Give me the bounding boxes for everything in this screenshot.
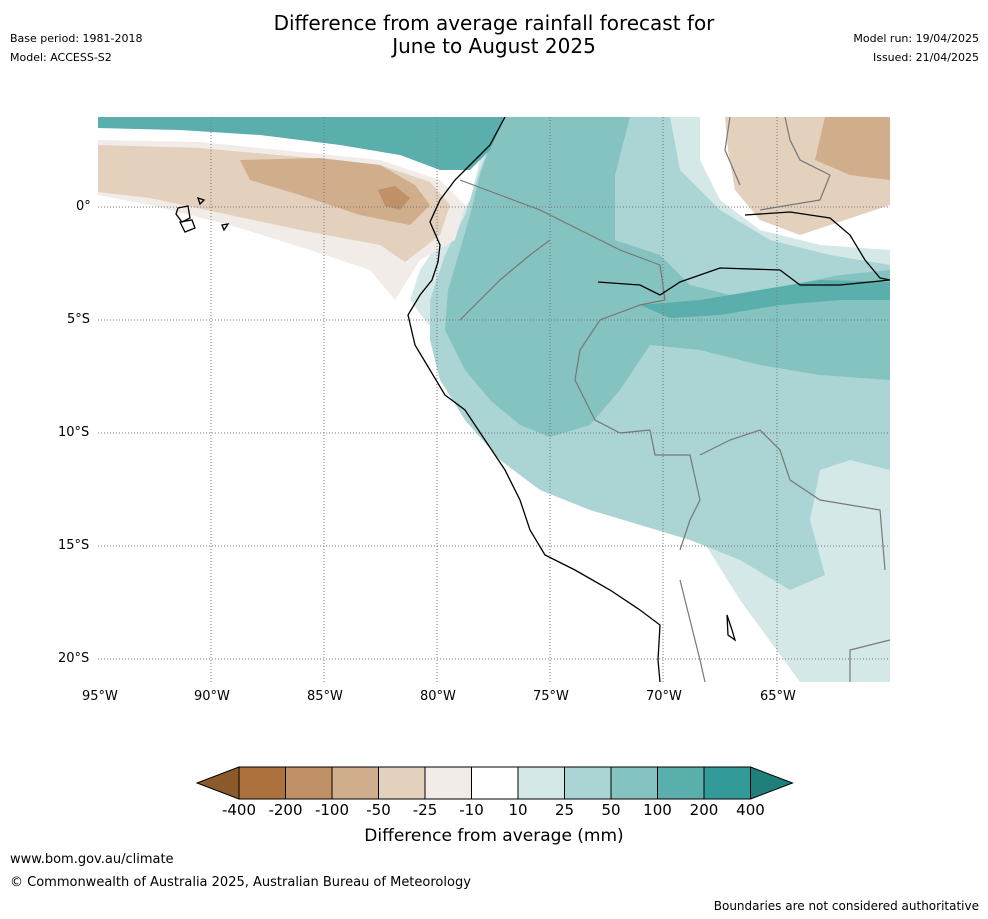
title-line-1: Difference from average rainfall forecas… [273,11,715,35]
colorbar-title: Difference from average (mm) [364,826,624,846]
lon-label-65w: 65°W [760,689,796,704]
lat-label-20s: 20°S [58,651,90,666]
lon-label-90w: 90°W [194,689,230,704]
colorbar-bin [378,766,426,800]
colorbar-tick-label: 200 [689,801,719,819]
footer-copyright: © Commonwealth of Australia 2025, Austra… [10,875,471,890]
colorbar-tick-label: -50 [366,801,391,819]
colorbar-tick-label: -10 [459,801,484,819]
colorbar-tick-label: -200 [268,801,303,819]
colorbar-bin [610,766,658,800]
lat-label-15s: 15°S [58,538,90,553]
contour-minus100-minus200 [378,186,410,210]
colorbar-tick-label: 25 [554,801,575,819]
colorbar-bin [238,766,286,800]
footer-disclaimer: Boundaries are not considered authoritat… [713,899,979,913]
coastline [175,117,890,682]
issued-date: Issued: 21/04/2025 [872,51,979,64]
footer-url: www.bom.gov.au/climate [10,852,174,867]
colorbar-tick-label: -25 [412,801,438,819]
country-borders [459,117,890,682]
colorbar-bin [657,766,705,800]
model-name: Model: ACCESS-S2 [10,51,112,64]
page-title: Difference from average rainfall forecas… [0,12,988,58]
lon-label-95w: 95°W [82,689,118,704]
contour-100-200 [98,117,505,170]
colorbar-tick-label: -400 [221,801,257,819]
lat-label-0: 0° [76,199,91,214]
colorbar-tick-label: 50 [601,801,621,819]
colorbar-arrow-low [195,766,240,800]
colorbar-tick-label: 100 [643,801,672,819]
colorbar-tick-label: 400 [736,801,765,819]
colorbar-tick-label: 10 [508,801,528,819]
lon-label-85w: 85°W [307,689,343,704]
lat-label-10s: 10°S [58,425,90,440]
colorbar-bin [517,766,565,800]
colorbar-bin [564,766,612,800]
contour-minus50-minus100 [240,158,430,225]
colorbar-bin [703,766,751,800]
colorbar-arrow-high [750,766,794,800]
lon-label-75w: 75°W [533,689,569,704]
map-fill-layer [98,117,890,682]
colorbar-tick-label: -100 [314,801,350,819]
model-run: Model run: 19/04/2025 [853,32,979,45]
colorbar-bin [471,766,519,800]
base-period: Base period: 1981-2018 [10,32,143,45]
lon-label-80w: 80°W [420,689,456,704]
contour-50-100 [445,117,890,437]
colorbar-bin [424,766,472,800]
lon-label-70w: 70°W [646,689,682,704]
colorbar-bin [285,766,333,800]
title-line-2: June to August 2025 [392,34,596,58]
lat-label-5s: 5°S [67,312,91,327]
colorbar-bin [331,766,379,800]
gridlines [98,117,890,682]
